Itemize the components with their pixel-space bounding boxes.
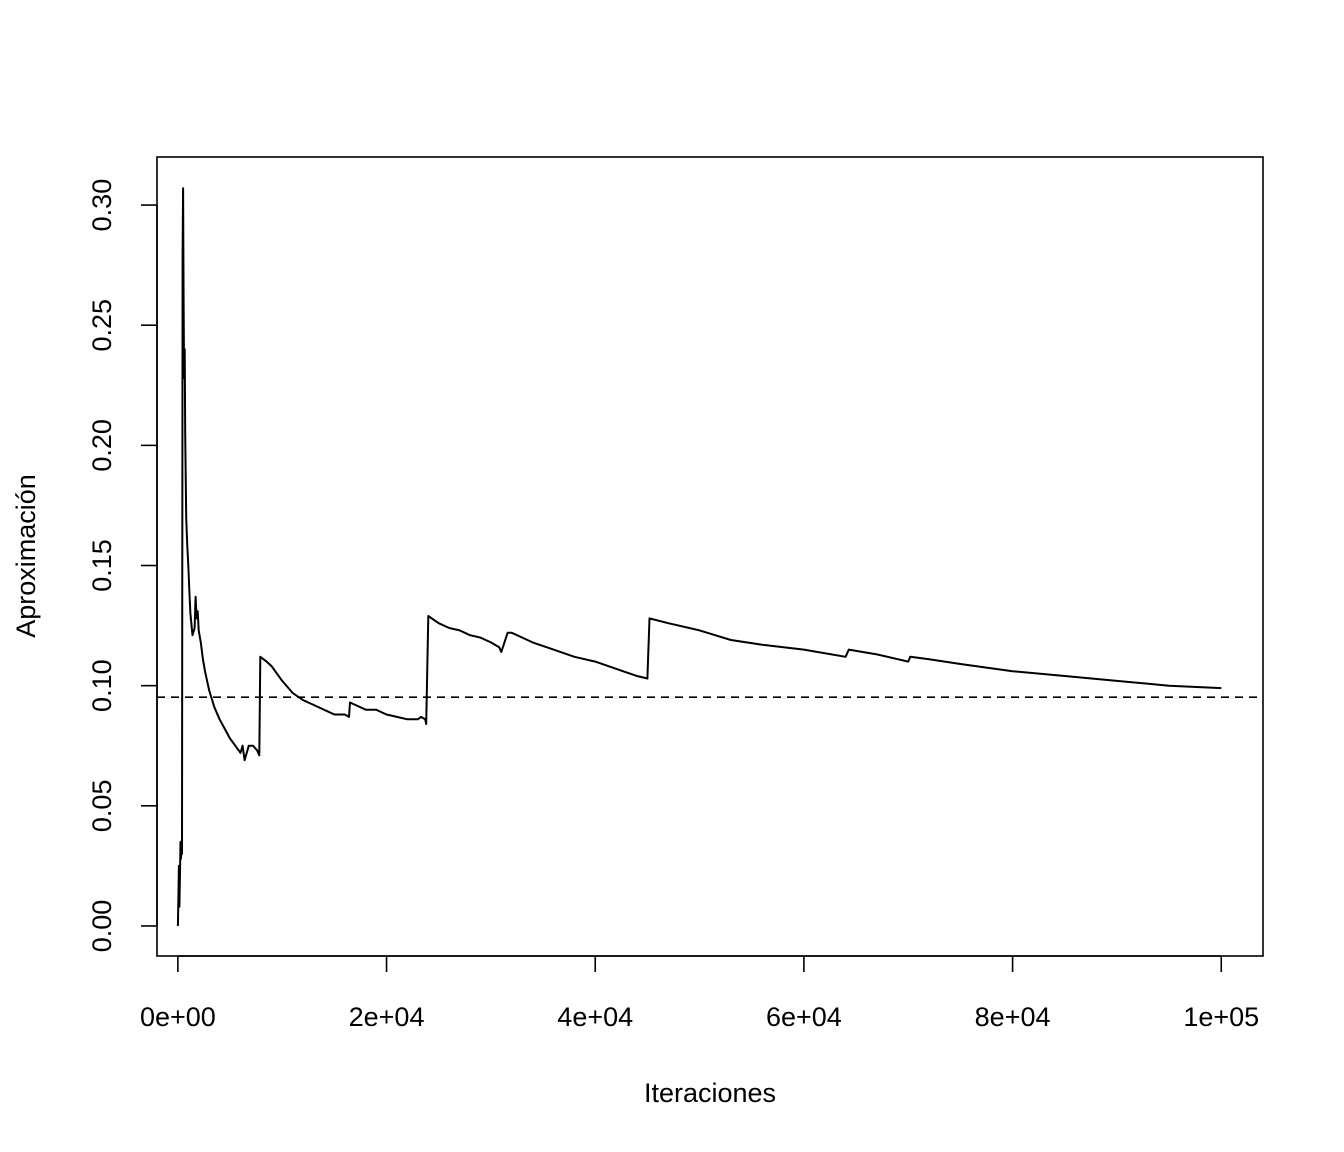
y-axis-label: Aproximación	[11, 474, 41, 638]
x-tick-label: 6e+04	[766, 1002, 842, 1032]
x-tick-label: 4e+04	[557, 1002, 633, 1032]
x-tick-label: 8e+04	[975, 1002, 1051, 1032]
y-tick-label: 0.15	[87, 539, 117, 592]
x-tick-label: 1e+05	[1183, 1002, 1259, 1032]
y-tick-label: 0.20	[87, 419, 117, 472]
series-layer	[176, 187, 1222, 927]
y-tick-label: 0.25	[87, 299, 117, 352]
series-line	[176, 187, 1222, 927]
y-axis: 0.00 0.05 0.10 0.15 0.20 0.25 0.30	[87, 179, 158, 953]
y-tick-label: 0.05	[87, 780, 117, 833]
x-axis: 0e+00 2e+04 4e+04 6e+04 8e+04 1e+05	[140, 955, 1259, 1032]
x-tick-label: 0e+00	[140, 1002, 216, 1032]
x-tick-label: 2e+04	[349, 1002, 425, 1032]
y-tick-label: 0.30	[87, 179, 117, 232]
x-axis-label: Iteraciones	[644, 1078, 776, 1108]
y-tick-label: 0.10	[87, 659, 117, 712]
plot-frame	[156, 156, 1264, 957]
y-tick-label: 0.00	[87, 900, 117, 953]
